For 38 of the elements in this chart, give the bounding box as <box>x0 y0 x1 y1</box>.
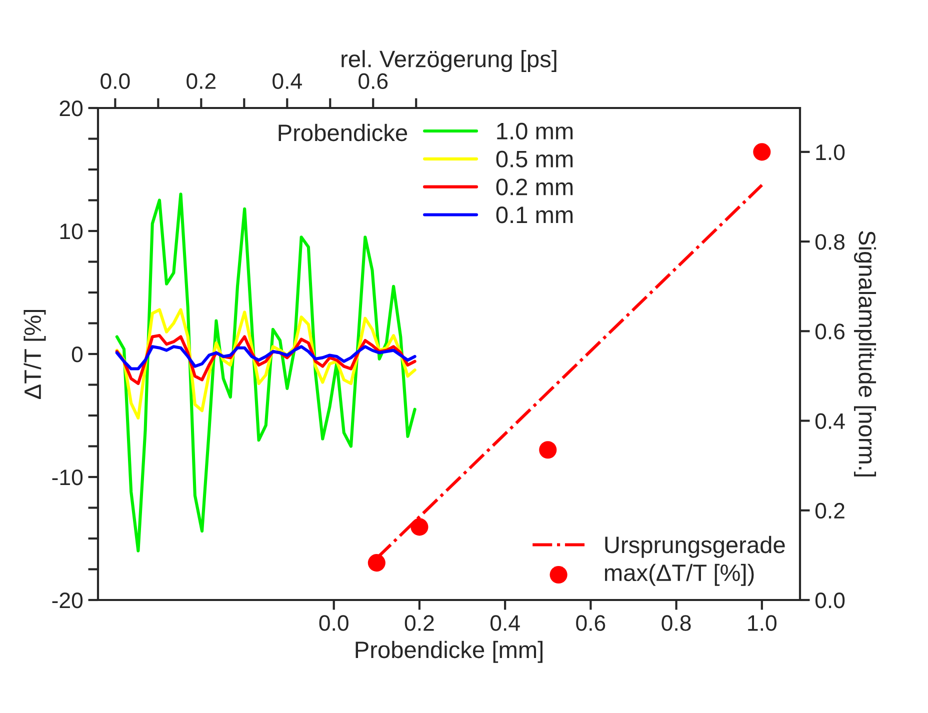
legend-label: 0.1 mm <box>496 206 573 224</box>
legend-label: Ursprungsgerade <box>605 536 785 558</box>
y2-tick-label: 0.0 <box>815 592 845 608</box>
point <box>539 441 557 459</box>
y2-tick-label: 1.0 <box>816 144 845 160</box>
y2-tick-label: 0.4 <box>815 413 845 430</box>
x-tick-label: 0.4 <box>490 615 520 631</box>
y2-axis-title: Signalamplitude [norm.] <box>854 231 876 476</box>
line-series <box>115 345 416 370</box>
point <box>410 518 428 536</box>
y-tick-label: 20 <box>60 100 83 116</box>
point <box>753 143 771 161</box>
x-tick-label: 0.6 <box>576 615 606 631</box>
x-tick-label: 0.2 <box>404 615 434 631</box>
legend-label: 0.5 mm <box>496 150 573 168</box>
y2-tick-label: 0.8 <box>815 234 845 250</box>
x-tick-label: 0.2 <box>186 73 216 90</box>
y2-tick-label: 0.6 <box>815 324 844 340</box>
legend-label: max(ΔT/T [%]) <box>604 564 754 586</box>
x-tick-label: 1.0 <box>748 615 776 631</box>
legend-label: 0.2 mm <box>496 178 573 196</box>
y-axis-title: ΔT/T [%] <box>24 310 46 400</box>
x-tick-label: 0.8 <box>662 615 691 631</box>
legend-label: 1.0 mm <box>497 122 573 140</box>
y-tick-label: 10 <box>60 224 83 240</box>
legend-title: Probendicke <box>278 124 408 142</box>
x-axis-title: Probendicke [mm] <box>356 640 542 663</box>
point <box>368 554 386 572</box>
line-series <box>115 192 416 552</box>
x-tick-label: 0.0 <box>100 73 130 90</box>
y2-tick-label: 0.2 <box>815 502 844 519</box>
x-tick-label: 0.4 <box>272 73 302 90</box>
x-axis-title: rel. Verzögerung [ps] <box>342 50 556 72</box>
x-tick-label: 0.6 <box>358 73 388 90</box>
y-tick-label: -20 <box>52 592 83 608</box>
y-tick-label: 0 <box>72 346 83 362</box>
y-tick-label: -10 <box>52 470 83 486</box>
x-tick-label: 0.0 <box>319 615 348 631</box>
